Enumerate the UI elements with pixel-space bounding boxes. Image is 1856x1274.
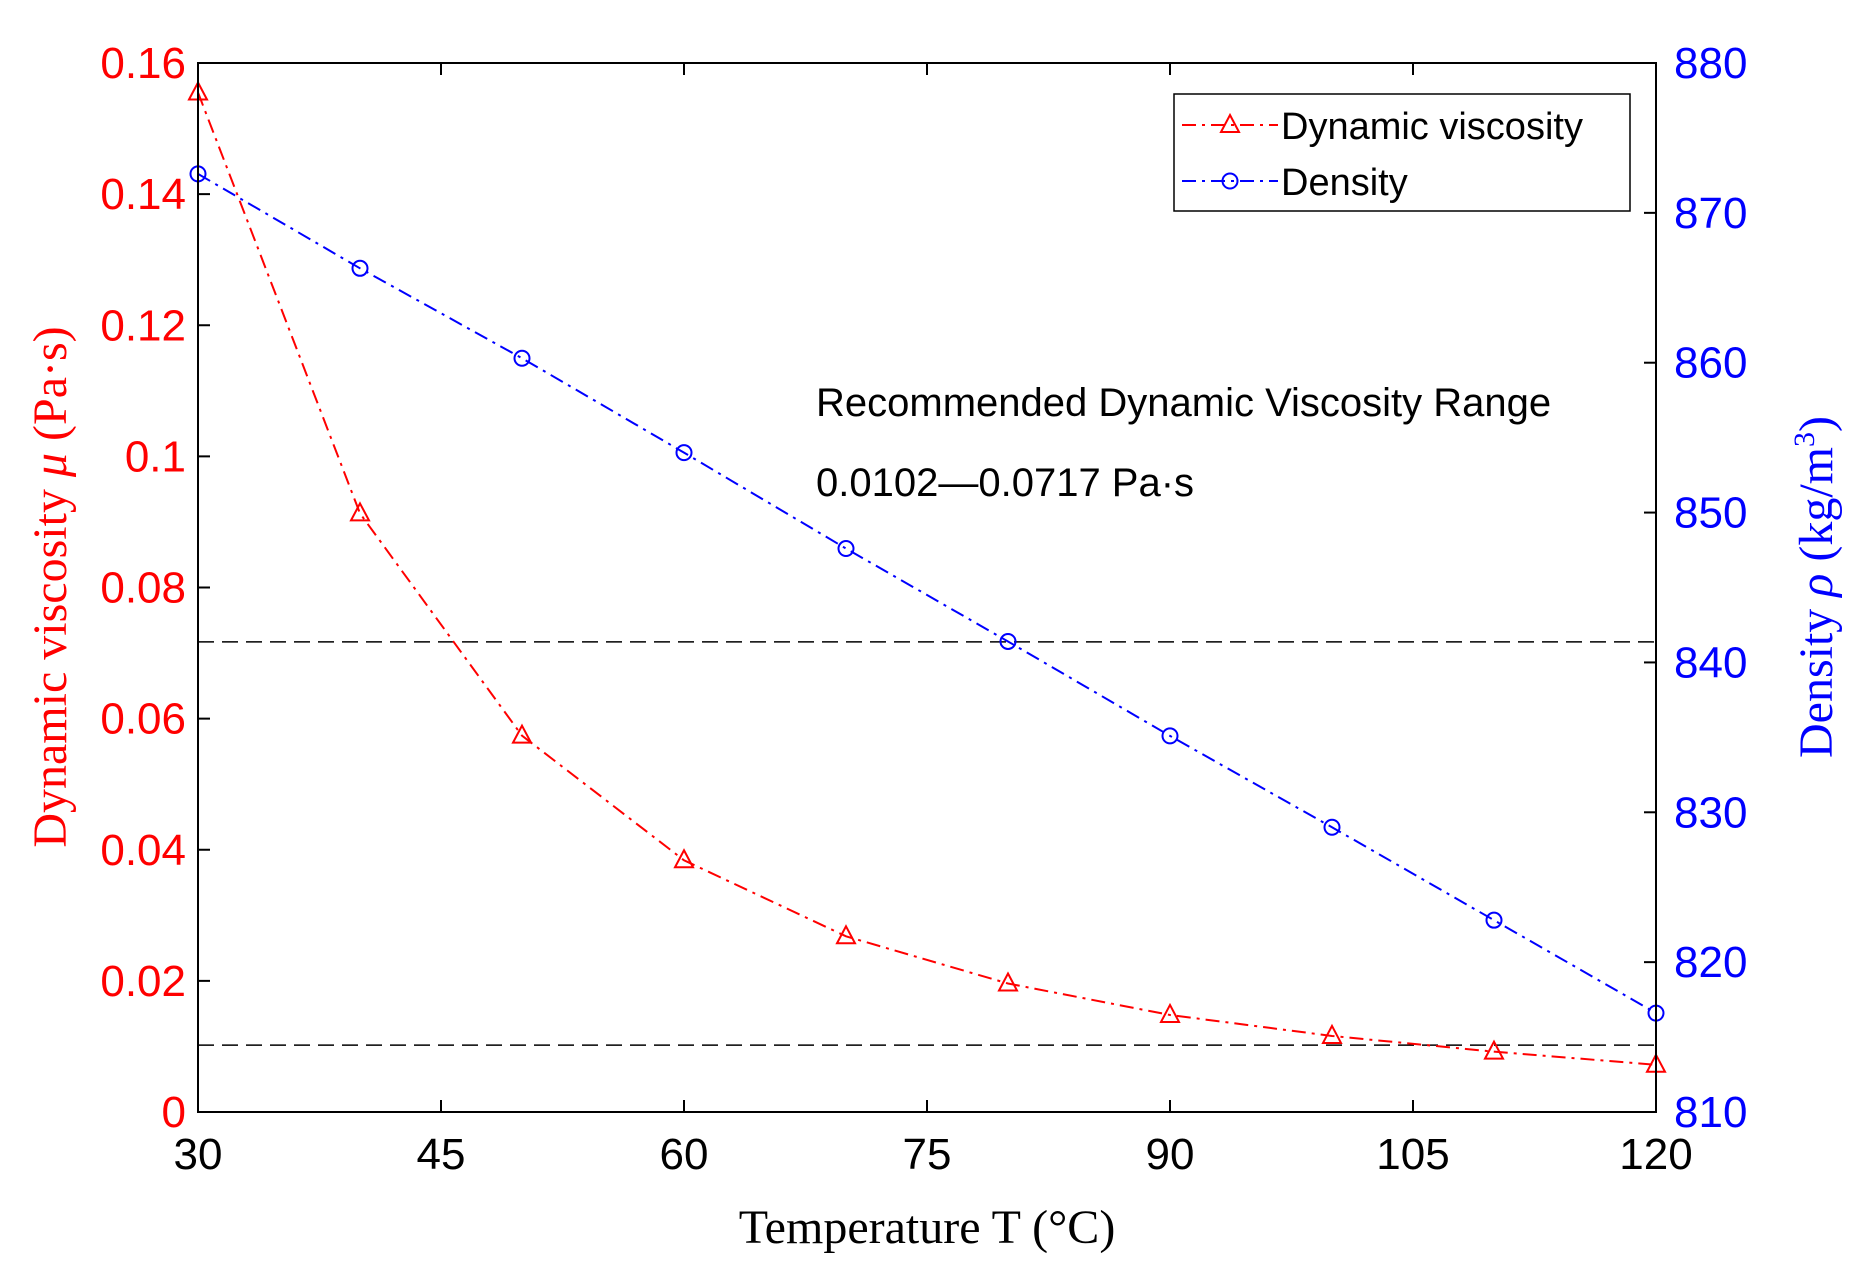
density-point xyxy=(1161,727,1179,745)
y-right-tick-label: 860 xyxy=(1674,339,1747,388)
legend: Dynamic viscosity Density xyxy=(1173,93,1631,212)
y-right-tick-label: 810 xyxy=(1674,1088,1747,1137)
y-right-tick-label: 880 xyxy=(1674,39,1747,88)
y-left-tick-label: 0.06 xyxy=(100,695,186,744)
x-tick-label: 105 xyxy=(1376,1130,1449,1179)
density-point xyxy=(1323,818,1341,836)
density-point xyxy=(1485,911,1503,929)
x-tick-label: 30 xyxy=(174,1130,223,1179)
x-tick-label: 120 xyxy=(1619,1130,1692,1179)
y-axis-left-title: Dynamic viscosity μ (Pa·s) xyxy=(24,326,77,847)
y-left-tick-label: 0.02 xyxy=(100,957,186,1006)
density-point xyxy=(351,259,369,277)
density-point xyxy=(999,632,1017,650)
plot-area-frame xyxy=(197,62,1657,1113)
x-tick-label: 60 xyxy=(660,1130,709,1179)
y-left-tick-label: 0.12 xyxy=(100,301,186,350)
legend-viscosity-marker xyxy=(1219,112,1241,133)
x-tick-label: 45 xyxy=(417,1130,466,1179)
y-right-title-unit: (kg/m xyxy=(1790,447,1843,574)
y-right-tick-label: 850 xyxy=(1674,489,1747,538)
viscosity-point xyxy=(997,971,1019,992)
viscosity-point xyxy=(1159,1002,1181,1023)
viscosity-point xyxy=(673,848,695,869)
series-line-viscosity xyxy=(197,92,1657,1066)
y-left-tick-label: 0.16 xyxy=(100,39,186,88)
y-left-tick-label: 0.08 xyxy=(100,564,186,613)
viscosity-point xyxy=(835,924,857,945)
y-right-tick-label: 820 xyxy=(1674,938,1747,987)
series-line-density xyxy=(197,173,1657,1014)
y-right-title-sup: 3 xyxy=(1788,432,1821,447)
viscosity-point xyxy=(1483,1039,1505,1060)
y-right-tick-label: 840 xyxy=(1674,638,1747,687)
x-tick-label: 90 xyxy=(1146,1130,1195,1179)
y-right-title-close: ) xyxy=(1790,416,1843,432)
y-right-tick-label: 870 xyxy=(1674,189,1747,238)
density-point xyxy=(837,540,855,558)
legend-density-marker xyxy=(1221,172,1239,190)
annotation-range-values: 0.0102—0.0717 Pa·s xyxy=(816,461,1194,505)
annotation-range-title: Recommended Dynamic Viscosity Range xyxy=(816,381,1551,425)
y-right-title-prefix: Density xyxy=(1790,597,1843,758)
viscosity-point xyxy=(349,501,371,522)
viscosity-point xyxy=(511,723,533,744)
density-point xyxy=(675,444,693,462)
y-left-tick-label: 0 xyxy=(162,1088,186,1137)
legend-box xyxy=(1173,93,1631,212)
y-left-title-suffix: (Pa·s) xyxy=(24,326,77,453)
y-left-tick-label: 0.04 xyxy=(100,826,186,875)
legend-viscosity-label: Dynamic viscosity xyxy=(1281,106,1583,148)
density-point xyxy=(513,349,531,367)
x-tick-label: 75 xyxy=(903,1130,952,1179)
y-left-title-symbol: μ xyxy=(24,453,77,478)
y-left-title-prefix: Dynamic viscosity xyxy=(24,477,77,848)
y-axis-right-title: Density ρ (kg/m3) xyxy=(1788,416,1843,758)
x-axis-title: Temperature T (°C) xyxy=(739,1201,1116,1254)
y-right-tick-label: 830 xyxy=(1674,788,1747,837)
y-left-tick-label: 0.14 xyxy=(100,170,186,219)
y-right-title-symbol: ρ xyxy=(1790,574,1843,599)
viscosity-point xyxy=(1321,1023,1343,1044)
legend-density-label: Density xyxy=(1281,162,1408,204)
y-left-tick-label: 0.1 xyxy=(125,432,186,481)
